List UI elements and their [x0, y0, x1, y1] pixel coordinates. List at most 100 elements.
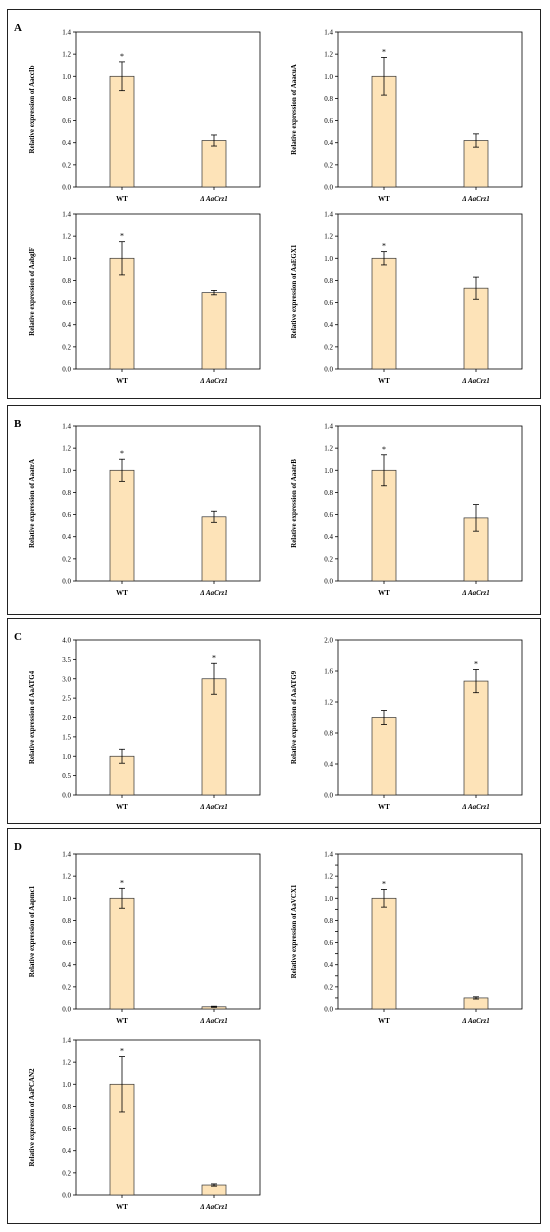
chart-aaatrb: 0.0 0.2 0.4 0.6 0.8 1.0 1.2 1.4 Relative express… — [290, 423, 523, 597]
bar — [463, 997, 489, 1010]
y-axis-label: Relative expression of AaatrB — [290, 459, 298, 548]
significance-marker: * — [120, 878, 124, 887]
y-tick-label: 1.4 — [324, 423, 333, 431]
bar — [109, 75, 135, 188]
y-tick-label: 0.2 — [324, 555, 333, 563]
y-tick-label: 1.0 — [62, 753, 71, 761]
x-tick-label: WT — [116, 195, 128, 203]
y-tick-label: 0.2 — [62, 343, 71, 351]
y-tick-label: 1.0 — [62, 467, 71, 475]
y-tick-label: 0.2 — [324, 161, 333, 169]
significance-marker: * — [120, 52, 124, 61]
y-axis-label: Relative expression of AaacuA — [290, 64, 298, 155]
y-tick-label: 0.0 — [62, 1192, 71, 1200]
x-tick-label: Δ AaCrz1 — [199, 803, 228, 811]
y-axis-label: Relative expression of AaatrA — [28, 459, 36, 548]
x-tick-label: WT — [116, 803, 128, 811]
y-tick-label: 0.8 — [62, 489, 71, 497]
y-tick-label: 1.0 — [324, 467, 333, 475]
y-tick-label: 1.2 — [62, 1059, 71, 1067]
y-tick-label: 0.6 — [324, 299, 333, 307]
plot-frame — [337, 639, 523, 796]
significance-marker: * — [120, 1047, 124, 1056]
y-tick-label: 0.0 — [62, 366, 71, 374]
x-tick-label: WT — [378, 1017, 390, 1025]
y-tick-label: 1.0 — [324, 73, 333, 81]
x-tick-label: WT — [116, 1203, 128, 1211]
x-tick-label: WT — [378, 589, 390, 597]
y-tick-label: 0.6 — [62, 511, 71, 519]
y-tick-label: 0.4 — [62, 321, 71, 329]
y-tick-label: 1.4 — [62, 211, 71, 219]
panel-a-box: A — [7, 9, 541, 399]
y-tick-label: 0.4 — [62, 533, 71, 541]
y-tick-label: 1.2 — [324, 699, 333, 707]
y-tick-label: 2.5 — [62, 695, 71, 703]
x-tick-label: WT — [378, 195, 390, 203]
panel-letter-b: B — [14, 418, 22, 430]
y-tick-label: 0.8 — [324, 917, 333, 925]
y-tick-label: 1.2 — [324, 51, 333, 59]
panel-letter-c: C — [14, 631, 22, 643]
y-tick-label: 0.2 — [324, 983, 333, 991]
y-tick-label: 2.0 — [324, 637, 333, 645]
y-tick-label: 2.0 — [62, 714, 71, 722]
x-tick-label: Δ AaCrz1 — [461, 589, 490, 597]
y-tick-label: 0.4 — [62, 139, 71, 147]
plot-frame — [75, 213, 261, 370]
y-tick-label: 0.4 — [324, 761, 333, 769]
y-axis-label: Relative expression of AaATG4 — [28, 670, 36, 764]
y-tick-label: 0.0 — [324, 792, 333, 800]
significance-marker: * — [474, 659, 478, 668]
y-tick-label: 0.0 — [324, 578, 333, 586]
y-tick-label: 0.6 — [62, 939, 71, 947]
significance-marker: * — [120, 232, 124, 241]
y-tick-label: 1.4 — [62, 29, 71, 37]
bar — [201, 516, 227, 582]
y-tick-label: 0.8 — [324, 277, 333, 285]
y-tick-label: 3.5 — [62, 656, 71, 664]
y-axis-label: Relative expression of AaATG9 — [290, 670, 298, 764]
y-tick-label: 0.8 — [324, 489, 333, 497]
y-tick-label: 0.4 — [324, 139, 333, 147]
chart-aaacua: 0.0 0.2 0.4 0.6 0.8 1.0 1.2 1.4 Relative express… — [290, 29, 523, 203]
y-tick-label: 0.6 — [324, 117, 333, 125]
y-tick-label: 0.2 — [62, 983, 71, 991]
bar — [463, 140, 489, 188]
plot-frame — [75, 639, 261, 796]
chart-aapcan2: 0.0 0.2 0.4 0.6 0.8 1.0 1.2 1.4 Relative express… — [28, 1037, 261, 1211]
chart-aaatra: 0.0 0.2 0.4 0.6 0.8 1.0 1.2 1.4 Relative express… — [28, 423, 261, 597]
y-tick-label: 1.4 — [62, 1037, 71, 1045]
y-tick-label: 0.2 — [62, 161, 71, 169]
significance-marker: * — [382, 242, 386, 251]
y-tick-label: 0.4 — [62, 961, 71, 969]
y-tick-label: 1.0 — [62, 255, 71, 263]
y-tick-label: 1.0 — [324, 255, 333, 263]
plot-frame — [337, 425, 523, 582]
chart-aabglf: 0.0 0.2 0.4 0.6 0.8 1.0 1.2 1.4 Relative express… — [28, 211, 261, 385]
y-tick-label: 1.2 — [324, 873, 333, 881]
y-tick-label: 1.4 — [62, 851, 71, 859]
panel-letter-d: D — [14, 841, 22, 853]
bar — [371, 897, 397, 1010]
plot-frame — [337, 31, 523, 188]
plot-frame — [337, 853, 523, 1010]
y-tick-label: 0.8 — [62, 1103, 71, 1111]
y-tick-label: 0.0 — [324, 184, 333, 192]
x-tick-label: Δ AaCrz1 — [199, 1017, 228, 1025]
y-axis-label: Relative expression of AaccIb — [28, 65, 36, 153]
y-tick-label: 0.5 — [62, 772, 71, 780]
y-axis-label: Relative expression of Aapmc1 — [28, 885, 36, 977]
y-tick-label: 0.6 — [62, 117, 71, 125]
panel-d-box: D — [7, 828, 541, 1224]
bar — [371, 717, 397, 796]
x-tick-label: WT — [116, 589, 128, 597]
y-tick-label: 0.8 — [62, 917, 71, 925]
significance-marker: * — [382, 879, 386, 888]
x-tick-label: Δ AaCrz1 — [199, 1203, 228, 1211]
significance-marker: * — [382, 47, 386, 56]
y-tick-label: 0.0 — [324, 1006, 333, 1014]
bar — [371, 469, 397, 582]
x-tick-label: Δ AaCrz1 — [461, 195, 490, 203]
y-tick-label: 1.4 — [324, 851, 333, 859]
